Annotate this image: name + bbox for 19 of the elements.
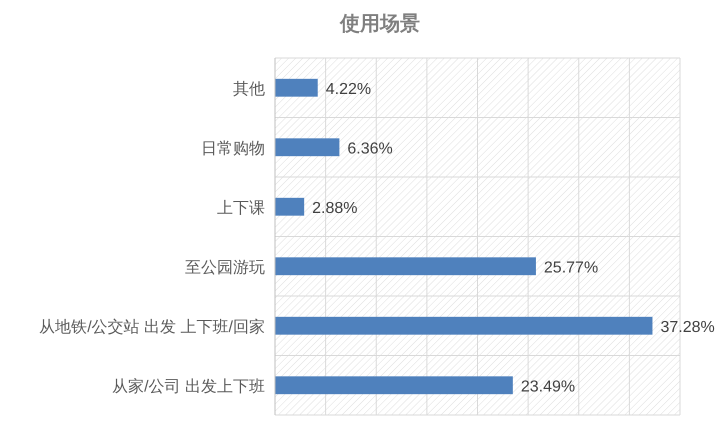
bar xyxy=(275,78,318,97)
y-tick-label: 上下课 xyxy=(217,198,265,217)
y-tick-label: 其他 xyxy=(233,80,265,98)
chart-title: 使用场景 xyxy=(339,13,420,35)
y-tick-label: 至公园游玩 xyxy=(185,259,265,276)
data-label: 2.88% xyxy=(312,200,358,217)
data-label: 23.49% xyxy=(520,378,576,396)
bar xyxy=(275,138,340,156)
data-label: 6.36% xyxy=(347,140,393,158)
data-label: 25.77% xyxy=(544,259,598,276)
data-label: 37.28% xyxy=(660,318,715,336)
bar xyxy=(275,198,304,216)
bar xyxy=(275,376,513,394)
y-tick-label: 从地铁/公交站 出发 上下班/回家 xyxy=(39,318,265,336)
y-tick-label: 从家/公司 出发上下班 xyxy=(112,377,265,396)
bar xyxy=(275,316,652,335)
y-tick-label: 日常购物 xyxy=(201,139,265,158)
data-label: 4.22% xyxy=(326,80,372,98)
bar xyxy=(275,257,536,276)
